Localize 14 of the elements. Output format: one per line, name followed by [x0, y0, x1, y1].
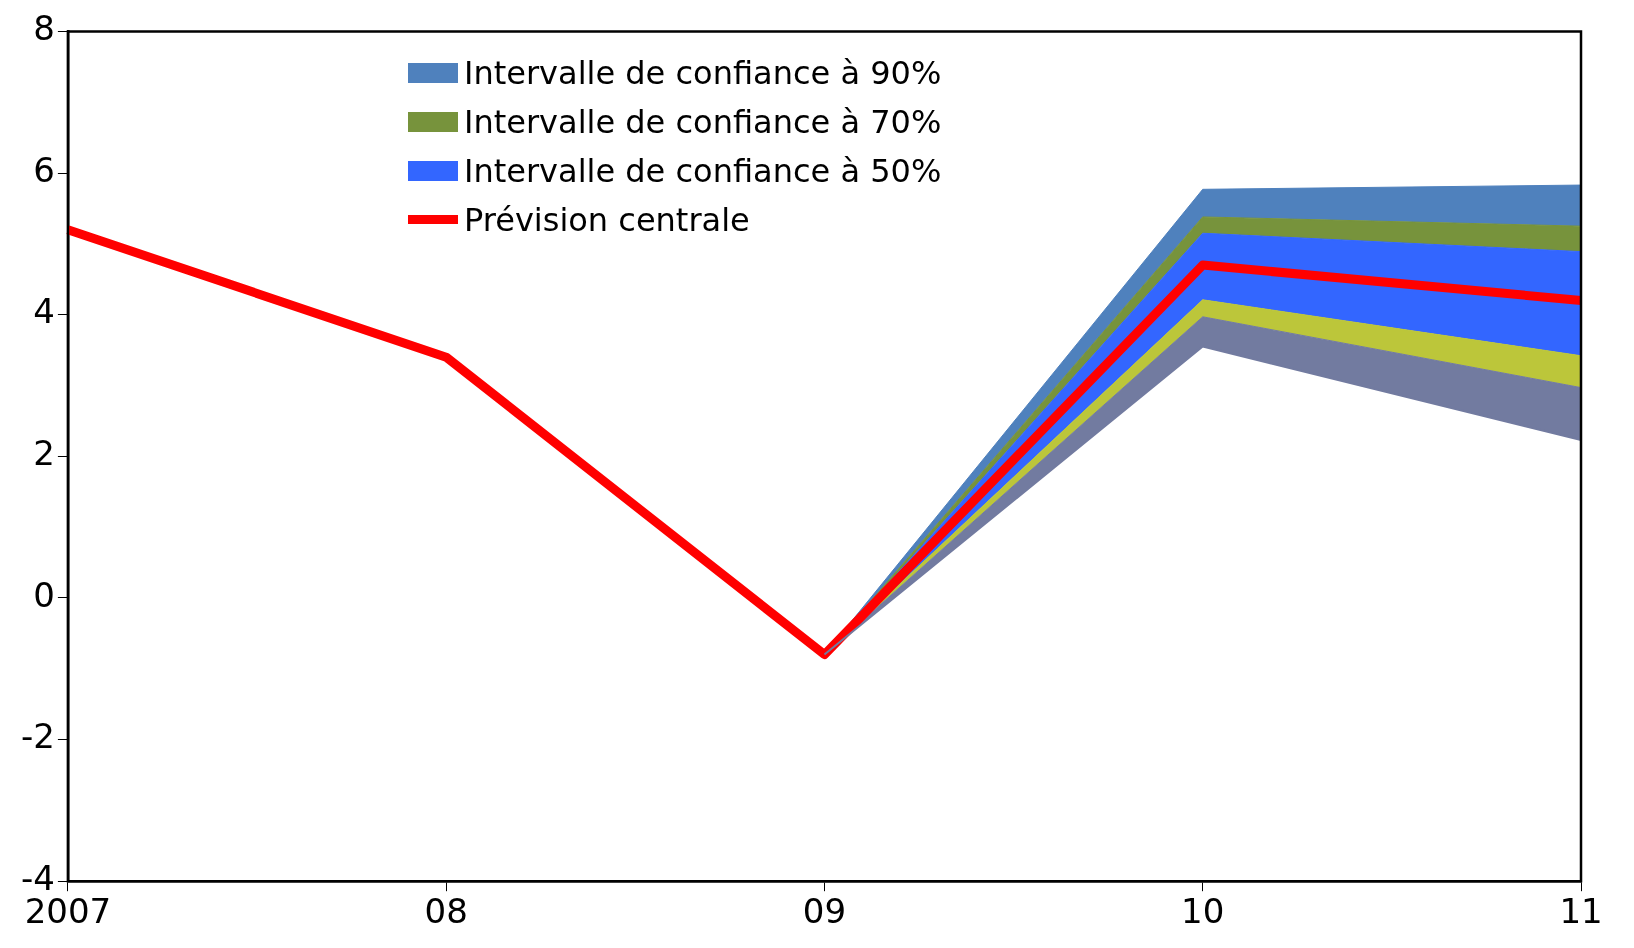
legend-label: Intervalle de confiance à 90%	[464, 53, 942, 92]
y-tick-label: 4	[33, 291, 55, 332]
y-tick-label: 2	[33, 433, 55, 474]
legend-label: Intervalle de confiance à 70%	[464, 102, 942, 141]
y-tick-label: 8	[33, 8, 55, 49]
x-tick-label: 09	[802, 891, 847, 932]
y-tick-label: 0	[33, 574, 55, 615]
y-tick-label: -2	[20, 716, 55, 757]
legend-label: Intervalle de confiance à 50%	[464, 151, 942, 190]
legend-label: Prévision centrale	[464, 200, 750, 239]
x-tick-label: 08	[424, 891, 468, 932]
x-tick-label: 11	[1559, 891, 1603, 932]
y-tick-label: 6	[33, 149, 55, 190]
x-tick-label: 10	[1181, 891, 1225, 932]
